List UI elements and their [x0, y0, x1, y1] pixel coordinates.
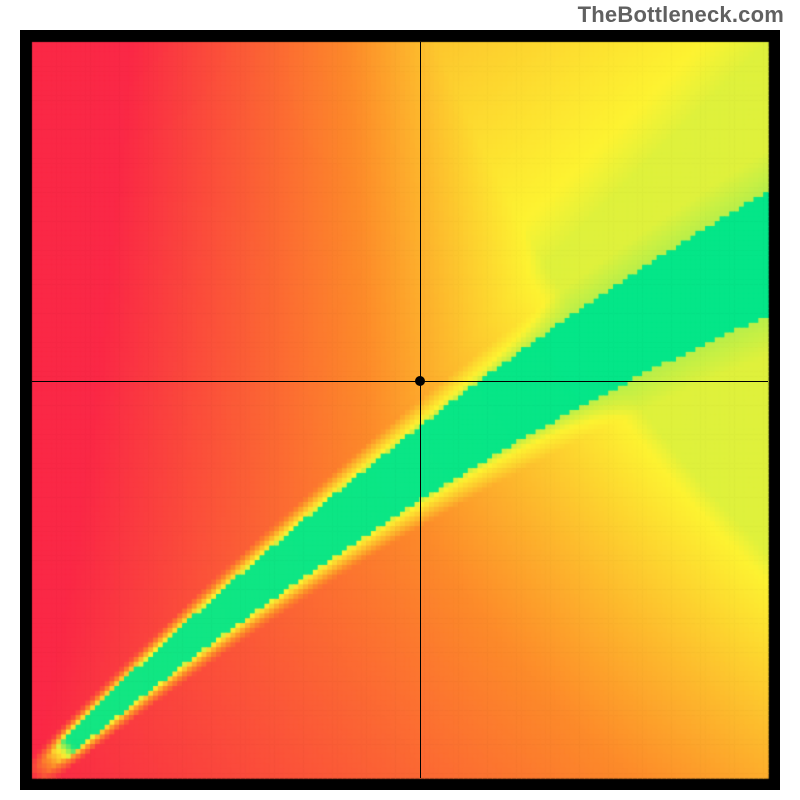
- heatmap-canvas: [20, 30, 780, 790]
- watermark-text: TheBottleneck.com: [578, 2, 784, 28]
- crosshair-vertical: [420, 42, 421, 778]
- crosshair-horizontal: [32, 381, 768, 382]
- crosshair-marker: [415, 376, 425, 386]
- heatmap-plot: [20, 30, 780, 790]
